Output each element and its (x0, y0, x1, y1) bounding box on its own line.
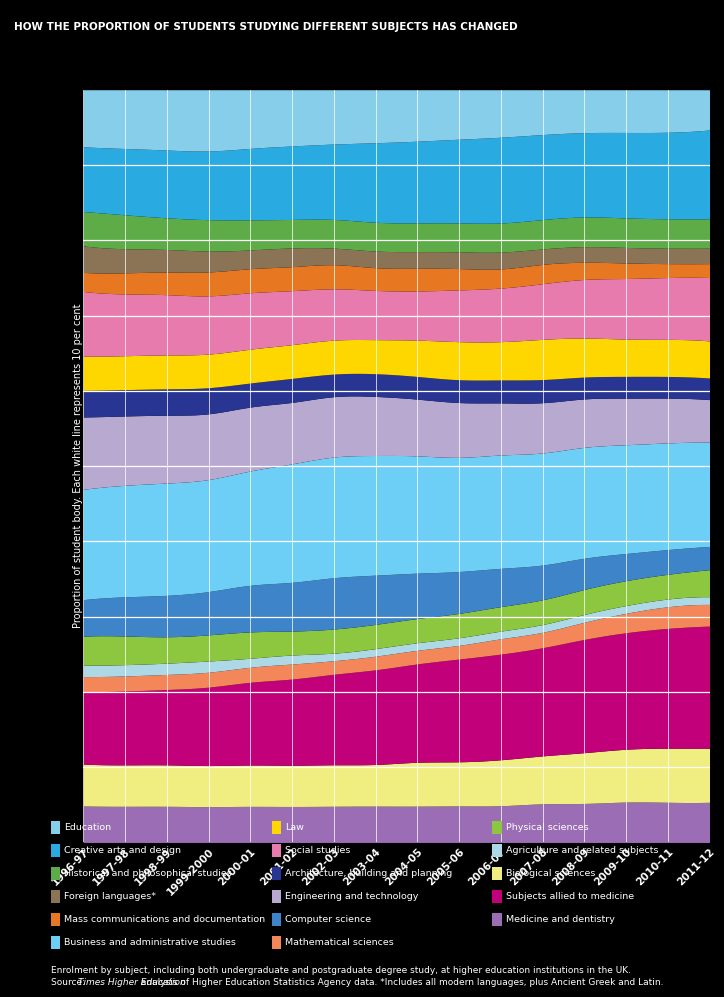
Text: HOW THE PROPORTION OF STUDENTS STUDYING DIFFERENT SUBJECTS HAS CHANGED: HOW THE PROPORTION OF STUDENTS STUDYING … (14, 22, 518, 32)
Text: Mathematical sciences: Mathematical sciences (285, 937, 394, 947)
Text: Biological sciences: Biological sciences (506, 868, 595, 878)
Y-axis label: Proportion of student body. Each white line represents 10 per cent: Proportion of student body. Each white l… (72, 304, 83, 628)
Text: Foreign languages*: Foreign languages* (64, 891, 156, 901)
Text: Historical and philosophical studies: Historical and philosophical studies (64, 868, 232, 878)
Text: Architecture, building and planning: Architecture, building and planning (285, 868, 452, 878)
Text: Computer science: Computer science (285, 914, 371, 924)
Text: Law: Law (285, 823, 304, 832)
Text: Medicine and dentistry: Medicine and dentistry (506, 914, 615, 924)
Text: Education: Education (64, 823, 111, 832)
Text: Source:: Source: (51, 978, 88, 987)
Text: Creative arts and design: Creative arts and design (64, 845, 182, 855)
Text: analysis of Higher Education Statistics Agency data. *Includes all modern langua: analysis of Higher Education Statistics … (138, 978, 664, 987)
Text: Business and administrative studies: Business and administrative studies (64, 937, 236, 947)
Text: Subjects allied to medicine: Subjects allied to medicine (506, 891, 634, 901)
Text: Times Higher Education: Times Higher Education (78, 978, 186, 987)
Text: Social studies: Social studies (285, 845, 350, 855)
Text: Engineering and technology: Engineering and technology (285, 891, 418, 901)
Text: Mass communications and documentation: Mass communications and documentation (64, 914, 266, 924)
Text: Enrolment by subject, including both undergraduate and postgraduate degree study: Enrolment by subject, including both und… (51, 966, 631, 975)
Text: Agriculture and related subjects: Agriculture and related subjects (506, 845, 659, 855)
Text: Physical sciences: Physical sciences (506, 823, 589, 832)
